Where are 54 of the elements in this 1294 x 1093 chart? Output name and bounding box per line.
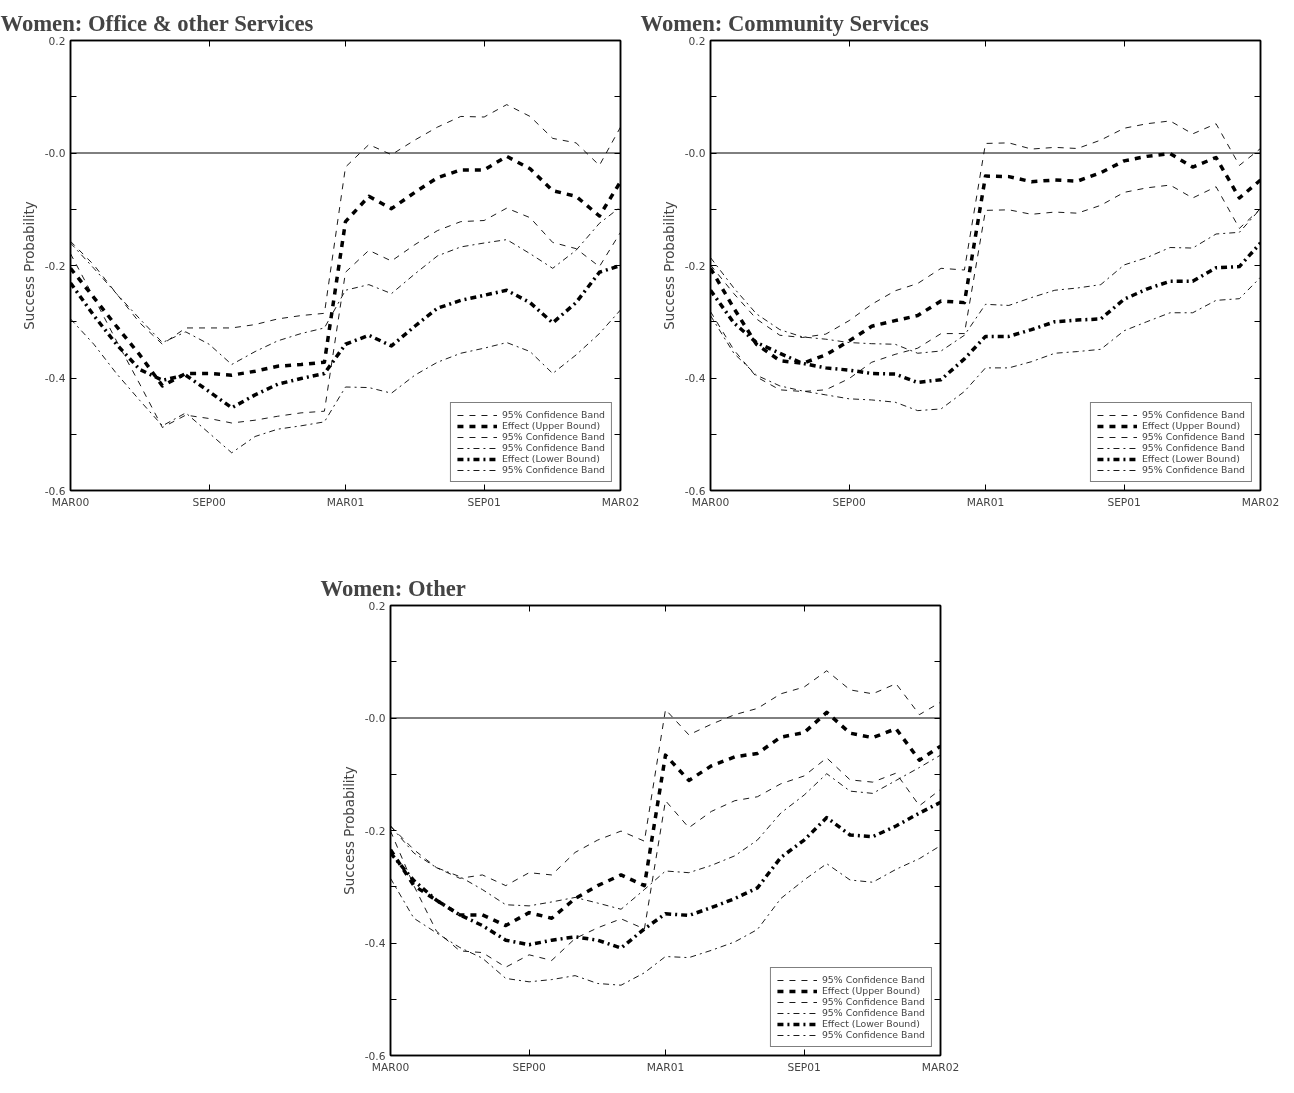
legend-label: 95% Confidence Band [821,1007,925,1018]
legend-label: 95% Confidence Band [1141,442,1245,453]
legend-label: Effect (Lower Bound) [1141,453,1240,464]
y-tick-label: -0.6 [684,484,706,498]
y-axis-title: Success Probability [661,201,677,330]
legend-label: 95% Confidence Band [501,464,605,475]
x-tick-label: MAR00 [51,495,90,509]
legend-label: 95% Confidence Band [501,409,605,420]
legend-label: 95% Confidence Band [821,974,925,985]
legend-label: 95% Confidence Band [821,1029,925,1040]
legend-label: 95% Confidence Band [501,431,605,442]
y-tick-label: -0.2 [44,259,66,273]
y-tick-label: -0.4 [684,372,706,385]
legend-label: Effect (Upper Bound) [821,985,921,996]
y-axis-title: Success Probability [341,766,357,895]
x-tick-label: MAR01 [646,1060,685,1074]
chart-title: Women: Office & other Services [0,10,314,36]
x-tick-label: SEP00 [512,1060,547,1074]
legend-label: 95% Confidence Band [821,996,925,1007]
x-tick-label: MAR01 [326,495,365,509]
y-tick-label: -0.4 [364,937,386,950]
legend-label: Effect (Upper Bound) [1141,420,1241,431]
x-tick-label: MAR00 [691,495,730,509]
y-tick-label: -0.0 [364,712,386,725]
x-tick-label: SEP01 [467,495,501,509]
y-tick-label: -0.6 [364,1049,386,1063]
x-tick-label: MAR00 [371,1060,410,1074]
y-tick-label: 0.2 [48,34,66,48]
x-tick-label: SEP00 [192,495,227,509]
y-tick-label: 0.2 [368,599,386,613]
y-tick-label: -0.6 [44,484,66,498]
legend-label: 95% Confidence Band [501,442,605,453]
legend-label: 95% Confidence Band [1141,464,1245,475]
legend-label: Effect (Lower Bound) [501,453,600,464]
y-tick-label: -0.0 [684,147,706,160]
x-tick-label: MAR02 [1241,495,1280,509]
y-tick-label: -0.4 [44,372,66,385]
chart-title: Women: Other [320,575,466,601]
y-tick-label: 0.2 [688,34,706,48]
y-tick-label: -0.2 [684,259,706,273]
x-tick-label: SEP01 [1107,495,1141,509]
legend-label: Effect (Lower Bound) [821,1018,920,1029]
y-tick-label: -0.0 [44,147,66,160]
chart-title: Women: Community Services [640,10,929,36]
legend-label: Effect (Upper Bound) [501,420,601,431]
legend-label: 95% Confidence Band [1141,409,1245,420]
x-tick-label: SEP01 [787,1060,821,1074]
y-tick-label: -0.2 [364,824,386,838]
x-tick-label: MAR02 [601,495,640,509]
x-tick-label: SEP00 [832,495,867,509]
y-axis-title: Success Probability [21,201,37,330]
x-tick-label: MAR02 [921,1060,960,1074]
x-tick-label: MAR01 [966,495,1005,509]
legend-label: 95% Confidence Band [1141,431,1245,442]
